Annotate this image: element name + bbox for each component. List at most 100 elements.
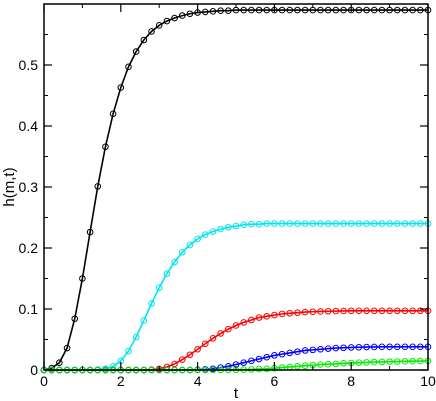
data-point (309, 346, 317, 354)
data-point (355, 220, 363, 227)
data-point (109, 110, 117, 118)
data-point (417, 220, 424, 227)
data-point (317, 6, 324, 14)
data-point (155, 284, 163, 291)
data-point (248, 357, 255, 365)
data-point (370, 6, 378, 14)
data-point (278, 220, 286, 227)
data-point (209, 334, 217, 342)
data-point (240, 221, 247, 229)
data-point (340, 6, 347, 14)
data-point (370, 307, 378, 315)
data-point (217, 225, 224, 233)
data-point (201, 340, 209, 348)
data-point (148, 300, 155, 307)
data-point (294, 6, 301, 14)
y-axis: 0 0.1 0.2 0.3 0.4 0.5 (19, 34, 428, 378)
data-point (370, 220, 378, 227)
data-point (363, 6, 370, 14)
data-point (255, 6, 263, 14)
data-point (255, 220, 263, 228)
data-point (248, 6, 255, 14)
data-point (263, 353, 271, 361)
data-point (71, 315, 79, 323)
data-point (363, 220, 370, 227)
data-point (140, 317, 148, 324)
data-point (171, 258, 178, 266)
data-point (301, 347, 309, 354)
data-point (332, 220, 340, 227)
data-point (286, 309, 294, 317)
data-point (240, 6, 247, 14)
data-point (294, 220, 301, 227)
data-point (386, 358, 393, 366)
data-point (278, 6, 286, 14)
data-point (317, 220, 324, 227)
data-point (409, 6, 416, 14)
data-point (386, 307, 393, 315)
data-point (294, 309, 301, 316)
data-point (301, 6, 309, 14)
data-point (56, 359, 63, 366)
data-point (132, 48, 140, 55)
x-tick-label: 2 (117, 373, 125, 389)
data-point (324, 220, 332, 227)
data-point (401, 220, 409, 227)
data-point (232, 322, 240, 329)
data-point (340, 220, 347, 227)
data-point (301, 362, 309, 370)
data-point (417, 307, 424, 315)
data-point (117, 84, 125, 91)
data-point (163, 17, 171, 25)
data-point (417, 357, 424, 365)
data-point (240, 359, 247, 366)
data-point (401, 358, 409, 365)
data-point (309, 308, 317, 316)
data-point (248, 220, 255, 228)
data-point (317, 308, 324, 315)
data-point (186, 10, 194, 18)
data-point (225, 223, 232, 231)
data-point (324, 6, 332, 14)
data-point (324, 307, 332, 315)
x-tick-label: 8 (347, 373, 355, 389)
data-point (48, 364, 55, 372)
data-point (317, 345, 324, 353)
data-point (201, 8, 209, 16)
data-point (324, 345, 332, 352)
data-point (263, 365, 271, 373)
data-point (209, 8, 217, 15)
data-point (209, 228, 217, 235)
data-point (409, 343, 416, 351)
data-point (324, 360, 332, 368)
data-point (401, 6, 409, 14)
data-point (332, 344, 340, 352)
data-point (217, 7, 224, 15)
data-point (386, 220, 393, 227)
data-point (286, 349, 294, 357)
data-point (186, 241, 194, 249)
data-point (102, 143, 109, 151)
data-point (240, 319, 247, 326)
y-tick-label: 0.3 (19, 179, 39, 195)
data-point (332, 307, 340, 315)
data-point (255, 314, 263, 321)
data-point (171, 14, 178, 22)
data-point (340, 307, 347, 315)
data-point (278, 310, 286, 318)
data-point (271, 352, 278, 359)
data-point (355, 6, 363, 14)
data-point (393, 307, 401, 315)
data-point (309, 220, 317, 227)
data-point (370, 358, 378, 366)
data-point (109, 363, 117, 370)
data-point (340, 344, 347, 352)
data-point (125, 63, 132, 71)
data-point (217, 330, 224, 337)
data-point (225, 7, 232, 15)
data-point (301, 308, 309, 316)
y-tick-label: 0.1 (19, 301, 39, 317)
x-axis-title: t (234, 385, 239, 401)
data-point (186, 351, 194, 359)
